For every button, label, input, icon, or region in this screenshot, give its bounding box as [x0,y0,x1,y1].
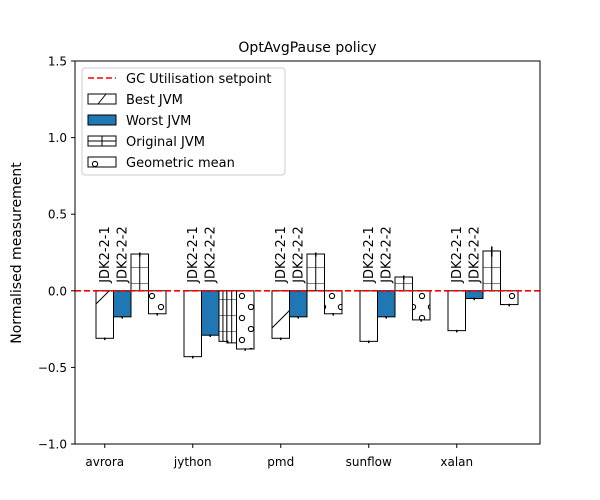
legend-best-label: Best JVM [126,93,183,108]
y-tick-label: 1.0 [48,131,67,145]
x-tick-label-pmd: pmd [267,455,294,469]
bar-annotation-sunflow-2: JDK2-2-2 [380,226,395,284]
legend-worst-label: Worst JVM [126,114,191,129]
bar-worst-jvm-avrora-fill [113,290,131,317]
legend-setpoint-label: GC Utilisation setpoint [126,72,272,87]
y-tick-label: 1.5 [48,55,67,69]
bar-best-jvm-jython-hatch [184,290,202,357]
legend-frame [81,67,286,176]
bar-best-jvm-pmd-hatch [272,290,290,339]
legend-geomean-swatch [87,156,117,168]
x-tick-label-sunflow: sunflow [346,455,392,469]
bar-annotation-sunflow-1: JDK2-2-1 [362,226,377,284]
legend: GC Utilisation setpoint Best JVM Worst J… [81,67,286,176]
bar-annotation-avrora-2: JDK2-2-2 [116,226,131,284]
bars-layer [95,246,519,359]
plot-frame [74,60,541,445]
x-tick-label-avrora: avrora [85,455,124,469]
bar-geometric-mean-xalan-hatch [500,290,518,305]
bar-annotation-avrora-1: JDK2-2-1 [98,226,113,284]
annotations-layer: JDK2-2-1 JDK2-2-2 JDK2-2-1 JDK2-2-2 JDK2-2-1… [98,226,483,284]
bar-geometric-mean-sunflow-hatch [412,290,430,320]
chart-title: OptAvgPause policy [238,40,376,56]
bar-best-jvm-sunflow-hatch [360,290,378,342]
bar-annotation-xalan-2: JDK2-2-2 [468,226,483,284]
bar-worst-jvm-jython-fill [201,290,219,336]
bar-best-jvm-avrora-hatch [96,290,114,339]
y-tick-label: −0.5 [38,361,67,375]
bar-annotation-jython-1: JDK2-2-1 [186,226,201,284]
bar-geometric-mean-jython-hatch [236,290,254,350]
legend-best-hatch [97,93,107,105]
bar-worst-jvm-xalan-fill [465,290,483,299]
bar-worst-jvm-sunflow-fill [377,290,395,317]
axes-layer: −1.0 −0.5 0.0 0.5 1.0 1.5 avrora jython pmd sunfl… [38,55,473,470]
y-tick-label: 0.0 [48,284,67,298]
bar-geometric-mean-pmd-hatch [324,290,342,314]
bar-worst-jvm-pmd-fill [289,290,307,317]
y-tick-label: −1.0 [38,438,67,452]
legend-original-label: Original JVM [126,135,205,150]
bar-annotation-xalan-1: JDK2-2-1 [450,226,465,284]
x-tick-label-jython: jython [173,455,212,469]
y-axis-label: Normalised measurement [9,162,25,344]
y-tick-label: 0.5 [48,208,67,222]
legend-worst-swatch [87,114,117,126]
legend-geomean-label: Geometric mean [126,156,235,171]
bar-annotation-pmd-2: JDK2-2-2 [292,226,307,284]
bar-annotation-pmd-1: JDK2-2-1 [274,226,289,284]
legend-geomean-hatch [91,160,99,168]
bar-annotation-jython-2: JDK2-2-2 [204,226,219,284]
bar-best-jvm-xalan-hatch [448,290,466,331]
bar-geometric-mean-avrora-hatch [148,290,166,314]
x-tick-label-xalan: xalan [440,455,473,469]
